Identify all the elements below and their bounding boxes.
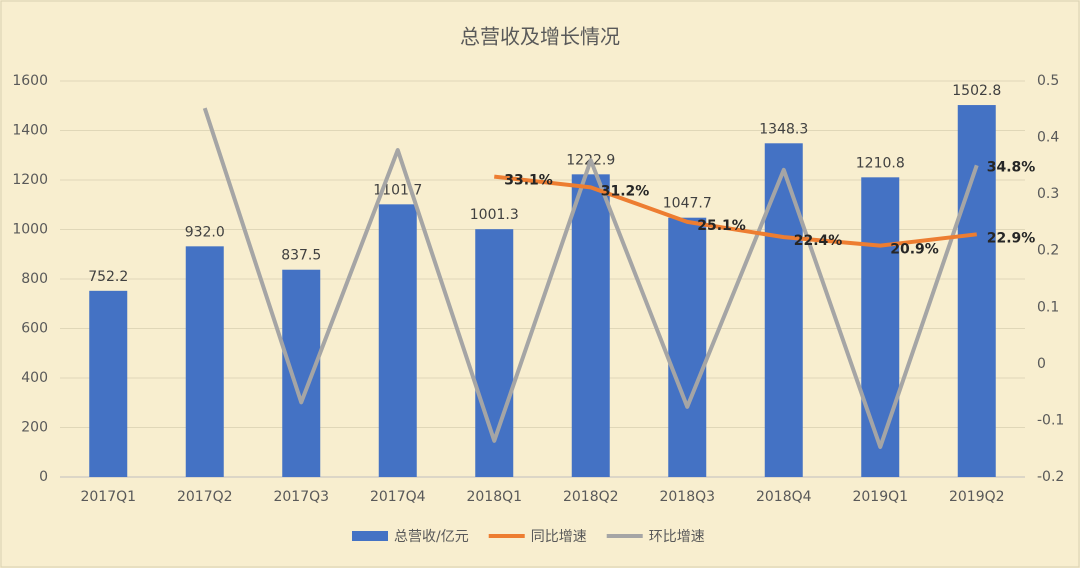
x-tick-label: 2018Q1	[466, 489, 522, 505]
y-tick-label: 0	[39, 469, 48, 485]
y2-tick-label: 0	[1037, 356, 1046, 372]
y-tick-label: 1400	[12, 123, 48, 139]
legend-label: 同比增速	[531, 529, 587, 545]
x-tick-label: 2018Q3	[659, 489, 715, 505]
y2-tick-label: 0.2	[1037, 243, 1059, 259]
x-tick-label: 2017Q4	[370, 489, 426, 505]
x-tick-label: 2018Q4	[756, 489, 812, 505]
y-tick-label: 1000	[12, 222, 48, 238]
bar-label: 1502.8	[952, 83, 1001, 99]
x-tick-label: 2017Q2	[177, 489, 233, 505]
y-tick-label: 1200	[12, 172, 48, 188]
y2-tick-label: 0.4	[1037, 130, 1059, 146]
line	[494, 174, 977, 248]
legend-label: 环比增速	[649, 529, 705, 545]
y-tick-label: 400	[21, 370, 48, 386]
y-tick-label: 600	[21, 321, 48, 337]
line-label: 22.9%	[987, 230, 1036, 246]
line	[202, 107, 979, 450]
bar	[89, 290, 128, 477]
y2-tick-label: -0.2	[1037, 469, 1064, 485]
y-tick-label: 800	[21, 271, 48, 287]
line-label: 20.9%	[890, 242, 939, 258]
y-tick-label: 200	[21, 420, 48, 436]
bar-label: 1210.8	[856, 155, 905, 171]
line-label: 31.2%	[601, 183, 650, 199]
bar-label: 1348.3	[759, 121, 808, 137]
line-label: 33.1%	[504, 173, 553, 189]
bar-label: 1001.3	[470, 207, 519, 223]
bar	[764, 143, 803, 477]
bar-label: 1047.7	[663, 196, 712, 212]
chart-title: 总营收及增长情况	[460, 25, 620, 49]
y2-tick-label: 0.5	[1037, 73, 1059, 89]
line-label: 34.8%	[987, 159, 1036, 175]
x-tick-label: 2017Q3	[273, 489, 329, 505]
bar-label: 752.2	[88, 269, 128, 285]
bar	[668, 217, 707, 477]
x-tick-label: 2019Q2	[949, 489, 1005, 505]
bar-label: 932.0	[185, 224, 225, 240]
legend-swatch	[352, 531, 388, 541]
y-tick-label: 1600	[12, 73, 48, 89]
bar-label: 837.5	[281, 248, 321, 264]
legend-label: 总营收/亿元	[394, 529, 469, 545]
y2-tick-label: 0.1	[1037, 299, 1059, 315]
line-label: 22.4%	[794, 233, 843, 249]
y2-tick-label: 0.3	[1037, 186, 1059, 202]
y2-tick-label: -0.1	[1037, 412, 1064, 428]
x-tick-label: 2017Q1	[80, 489, 136, 505]
bar	[378, 204, 417, 477]
x-tick-label: 2018Q2	[563, 489, 619, 505]
bar	[861, 177, 900, 477]
bar	[282, 269, 321, 477]
bar	[571, 174, 610, 477]
line-label: 25.1%	[697, 218, 746, 234]
bar	[185, 246, 224, 477]
x-tick-label: 2019Q1	[852, 489, 908, 505]
